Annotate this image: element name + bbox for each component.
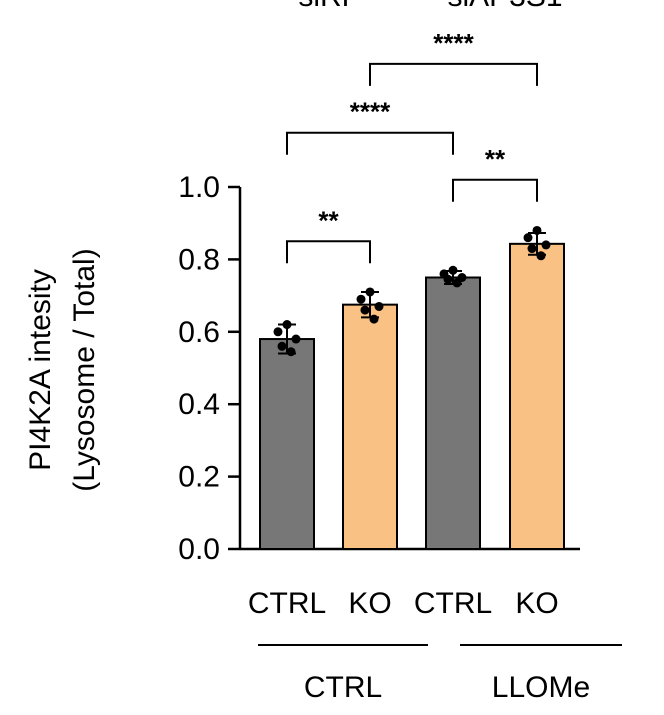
significance-bracket	[286, 240, 371, 264]
data-point	[291, 334, 301, 344]
data-point	[527, 244, 537, 254]
x-axis-labels: CTRL KO CTRL KO	[248, 587, 559, 620]
significance-bracket	[286, 131, 454, 155]
data-point	[356, 294, 366, 304]
y-axis-label-line-2: (Lysosome / Total)	[68, 248, 101, 491]
axes: 0.0 0.2 0.4 0.6 0.8 1.0	[178, 171, 580, 566]
y-tick-label: 1.0	[178, 171, 220, 204]
data-points	[273, 225, 551, 357]
top-label: siRP	[298, 0, 361, 13]
significance-bracket	[452, 178, 538, 202]
y-axis-label: PI4K2A intesity (Lysosome / Total)	[24, 248, 101, 491]
bar	[259, 338, 315, 551]
y-tick-label: 0.6	[178, 316, 220, 349]
data-point	[532, 225, 542, 235]
x-tick-label: KO	[348, 587, 391, 620]
data-point	[541, 240, 551, 250]
significance-label: ****	[433, 28, 474, 58]
data-point	[448, 265, 458, 275]
significance-label: **	[485, 144, 506, 174]
y-tick-label: 0.0	[178, 533, 220, 566]
x-tick-label: CTRL	[248, 587, 326, 620]
data-point	[277, 341, 287, 351]
bars	[259, 242, 565, 551]
data-point	[536, 251, 546, 261]
x-tick-label: CTRL	[414, 587, 492, 620]
data-point	[523, 233, 533, 243]
data-point	[443, 274, 453, 284]
significance-label: **	[318, 205, 339, 235]
data-point	[374, 301, 384, 311]
group-labels: CTRL LLOMe	[258, 644, 622, 704]
y-tick-label: 0.2	[178, 461, 220, 494]
y-tick-label: 0.8	[178, 243, 220, 276]
data-point	[369, 314, 379, 324]
data-point	[365, 287, 375, 297]
error-bars	[278, 231, 546, 355]
top-labels: siRP siAP3S1	[298, 0, 562, 13]
y-axis-label-line-1: PI4K2A intesity	[24, 269, 57, 471]
data-point	[286, 347, 296, 357]
significance-label: ****	[350, 97, 391, 127]
top-label: siAP3S1	[447, 0, 562, 13]
bar	[509, 242, 565, 550]
data-point	[360, 305, 370, 315]
significance-brackets: ************	[286, 28, 538, 264]
y-tick-label: 0.4	[178, 388, 220, 421]
x-tick-label: KO	[515, 587, 558, 620]
significance-bracket	[369, 62, 538, 86]
data-point	[282, 320, 292, 330]
group-label: CTRL	[304, 671, 382, 704]
group-label: LLOMe	[492, 671, 590, 704]
bar	[342, 303, 398, 550]
data-point	[273, 327, 283, 337]
bar	[425, 276, 481, 550]
data-point	[452, 278, 462, 288]
